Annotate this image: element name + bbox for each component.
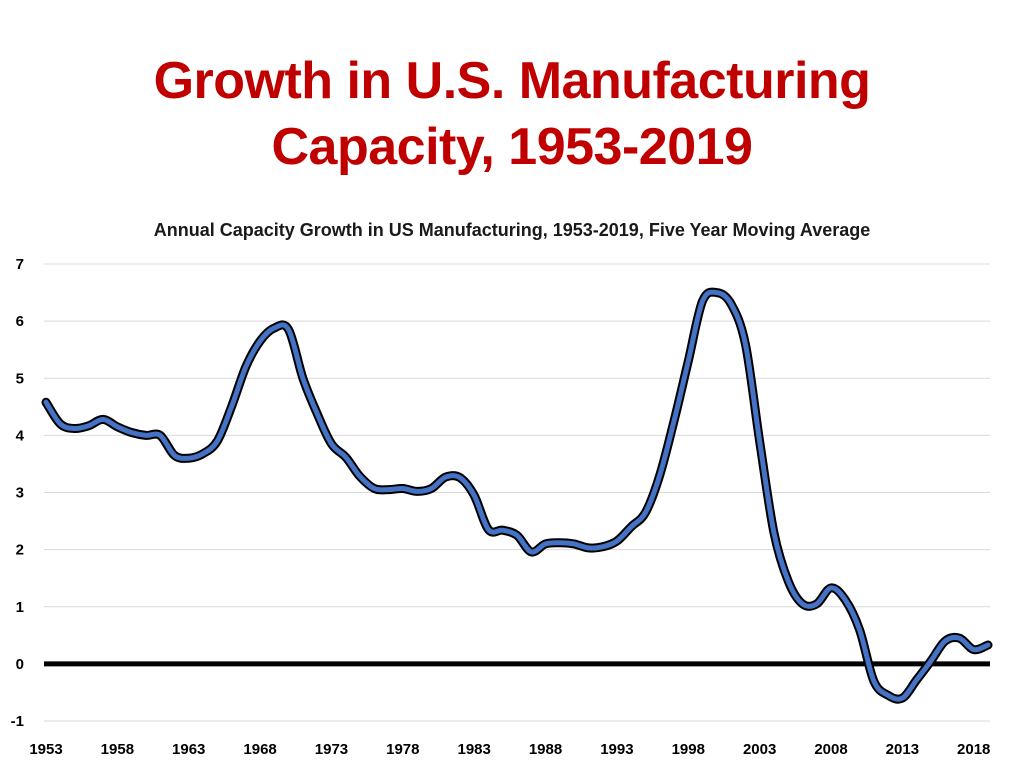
- slide-title-line-2: Capacity, 1953-2019: [271, 118, 753, 176]
- series-points: [46, 293, 988, 699]
- x-axis-ticks: 1953 1958 1963 1968 1973 1978 1983 1988 1993 1998…: [29, 741, 990, 758]
- x-tick-label: 1958: [101, 741, 134, 758]
- y-axis-ticks: -1 0 1 2 3 4 5 6 7: [11, 256, 25, 730]
- y-tick-label: 6: [16, 313, 24, 330]
- x-tick-label: 2013: [886, 741, 919, 758]
- y-tick-label: 4: [16, 427, 25, 444]
- x-tick-label: 1983: [457, 741, 490, 758]
- x-tick-label: 2018: [957, 741, 990, 758]
- x-tick-label: 1963: [172, 741, 205, 758]
- series-line-outline: [41, 287, 993, 704]
- y-tick-label: 1: [16, 599, 24, 616]
- slide-title: Growth in U.S. Manufacturing Capacity, 1…: [0, 48, 1024, 180]
- chart-title: Annual Capacity Growth in US Manufacturi…: [154, 220, 871, 240]
- x-tick-label: 2008: [814, 741, 847, 758]
- x-tick-label: 2003: [743, 741, 776, 758]
- series-group: [41, 287, 993, 704]
- y-tick-label: 5: [16, 370, 24, 387]
- x-tick-label: 1998: [672, 741, 705, 758]
- y-tick-label: 7: [16, 256, 24, 273]
- slide-title-line-1: Growth in U.S. Manufacturing: [153, 52, 871, 110]
- y-tick-label: 0: [16, 656, 24, 673]
- gridlines: [44, 263, 990, 722]
- x-tick-label: 1973: [315, 741, 348, 758]
- y-tick-label: 3: [16, 485, 24, 502]
- x-tick-label: 1978: [386, 741, 419, 758]
- x-tick-label: 1988: [529, 741, 562, 758]
- x-tick-label: 1993: [600, 741, 633, 758]
- series-line: [43, 289, 991, 702]
- y-tick-label: -1: [11, 713, 24, 730]
- x-tick-label: 1968: [243, 741, 276, 758]
- y-tick-label: 2: [16, 542, 24, 559]
- x-tick-label: 1953: [29, 741, 62, 758]
